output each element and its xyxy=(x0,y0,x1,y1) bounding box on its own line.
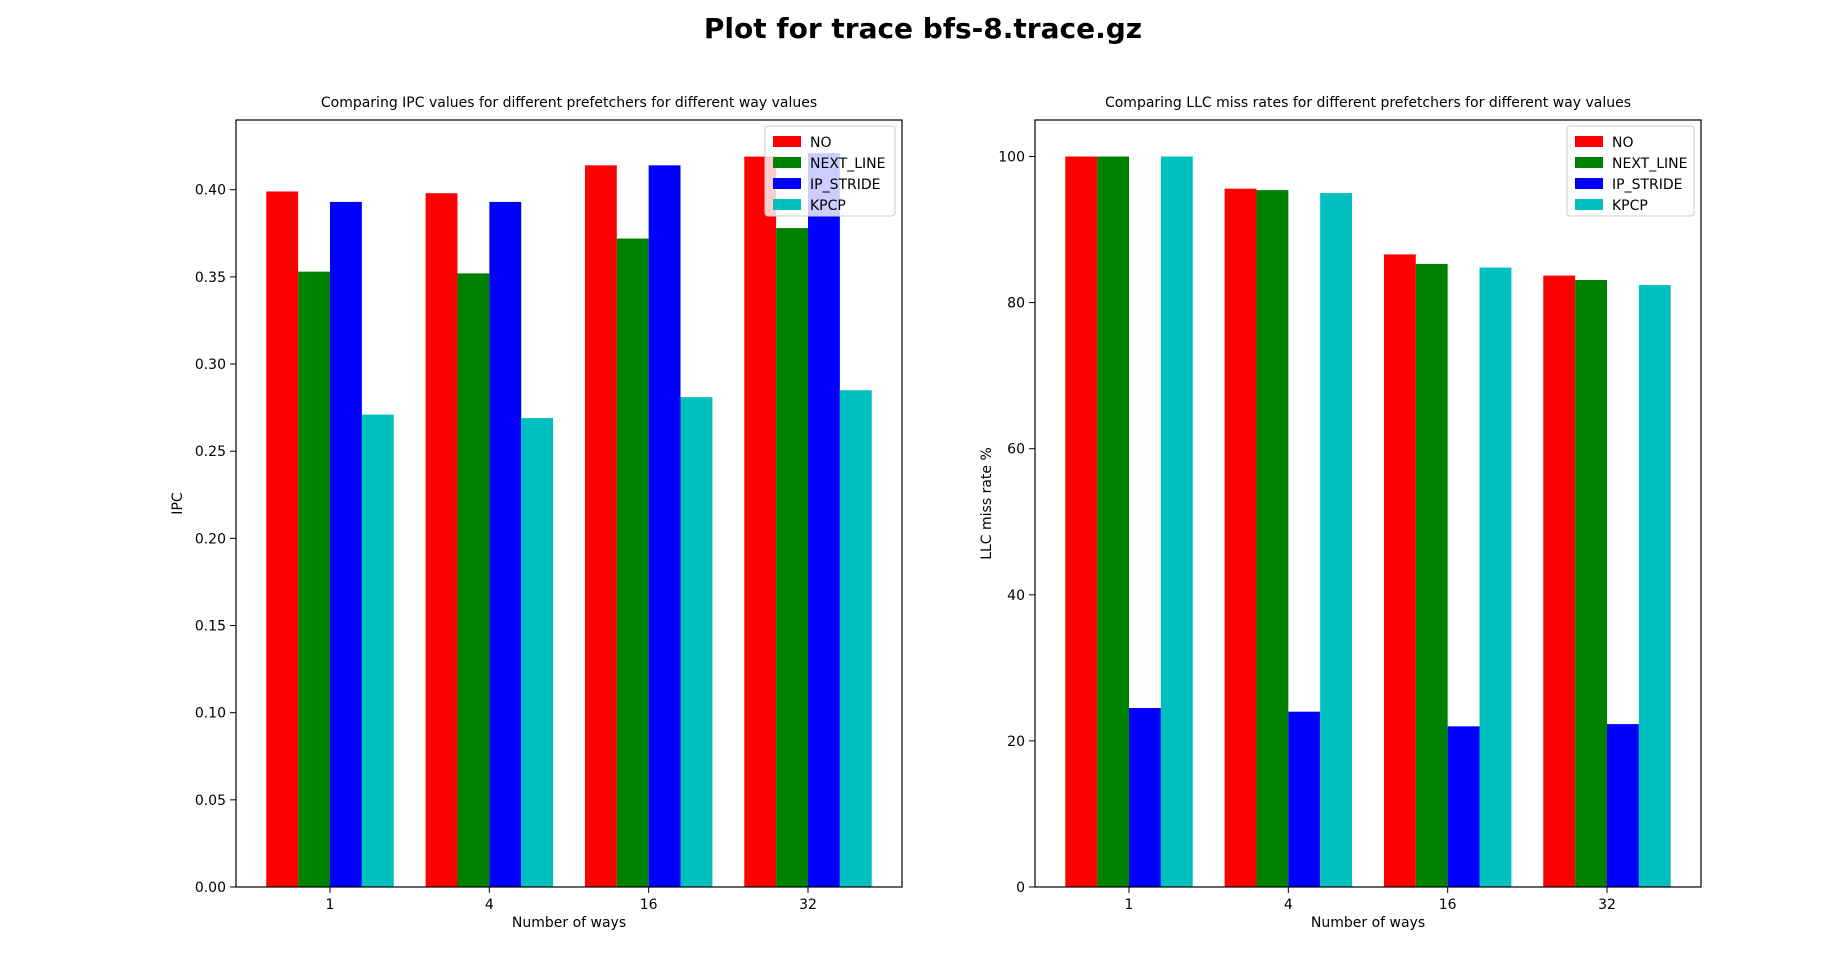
legend: NO NEXT_LINE IP_STRIDE KPCP xyxy=(764,125,896,217)
x-tick-label: 16 xyxy=(1439,897,1457,913)
axes-frame xyxy=(1034,119,1702,888)
legend-box xyxy=(764,125,896,217)
y-tick-label: 0.10 xyxy=(195,706,226,722)
y-tick-label: 0.20 xyxy=(195,531,226,547)
bar-kpcp-32 xyxy=(839,390,872,887)
legend-label: IP_STRIDE xyxy=(810,177,881,193)
x-tick-label: 16 xyxy=(640,897,658,913)
axes-frame xyxy=(235,119,903,888)
chart-title: Comparing IPC values for different prefe… xyxy=(321,95,817,111)
bar-next-line-4 xyxy=(457,273,490,887)
bar-no-4 xyxy=(1224,188,1257,887)
bar-next-line-1 xyxy=(1097,156,1130,887)
bar-ip-stride-32 xyxy=(1606,724,1639,887)
y-tick-label: 0 xyxy=(1016,880,1025,896)
bar-ip-stride-4 xyxy=(1288,711,1321,887)
legend-swatch-kpcp xyxy=(773,199,801,210)
y-tick-label: 0.35 xyxy=(195,270,226,286)
bar-kpcp-4 xyxy=(521,418,554,887)
bar-kpcp-1 xyxy=(361,414,394,887)
legend-swatch-next-line xyxy=(773,157,801,168)
bar-ip-stride-32 xyxy=(807,153,840,887)
bar-no-16 xyxy=(584,165,617,887)
y-tick-label: 0.30 xyxy=(195,357,226,373)
bar-ip-stride-1 xyxy=(330,201,362,887)
bar-next-line-4 xyxy=(1256,190,1289,887)
y-axis-label: IPC xyxy=(170,492,186,515)
bar-kpcp-16 xyxy=(1479,267,1512,888)
bar-kpcp-4 xyxy=(1320,193,1353,888)
y-tick-label: 60 xyxy=(1007,442,1025,458)
legend-swatch-no xyxy=(773,136,801,147)
y-tick-label: 0.40 xyxy=(195,183,226,199)
y-tick-label: 40 xyxy=(1007,588,1025,604)
chart-title: Comparing LLC miss rates for different p… xyxy=(1105,95,1631,111)
chart-panel-llc: Comparing LLC miss rates for different p… xyxy=(979,95,1702,931)
legend-swatch-no xyxy=(1575,136,1603,147)
x-tick-label: 1 xyxy=(1125,897,1134,913)
bar-ip-stride-16 xyxy=(648,165,681,887)
y-tick-label: 0.00 xyxy=(195,880,226,896)
bar-no-4 xyxy=(425,193,458,888)
bar-no-32 xyxy=(1543,275,1576,887)
bar-ip-stride-1 xyxy=(1129,708,1161,887)
x-tick-label: 4 xyxy=(485,897,494,913)
x-axis-label: Number of ways xyxy=(512,915,626,931)
bar-next-line-1 xyxy=(298,271,331,887)
legend-label: NO xyxy=(1612,135,1634,151)
bar-next-line-16 xyxy=(1415,263,1448,887)
bar-kpcp-16 xyxy=(680,397,713,887)
y-tick-label: 0.25 xyxy=(195,444,226,460)
bar-ip-stride-16 xyxy=(1447,726,1480,887)
x-tick-label: 32 xyxy=(799,897,817,913)
bar-no-1 xyxy=(1065,156,1098,887)
x-tick-label: 4 xyxy=(1284,897,1293,913)
x-axis-label: Number of ways xyxy=(1311,915,1425,931)
legend-swatch-next-line xyxy=(1575,157,1603,168)
bar-kpcp-1 xyxy=(1160,156,1193,887)
y-tick-label: 20 xyxy=(1007,734,1025,750)
legend-label: IP_STRIDE xyxy=(1612,177,1683,193)
bar-no-1 xyxy=(266,191,299,887)
legend-swatch-ip-stride xyxy=(773,178,801,189)
y-axis-label: LLC miss rate % xyxy=(979,447,995,560)
legend: NO NEXT_LINE IP_STRIDE KPCP xyxy=(1566,125,1695,217)
legend-swatch-kpcp xyxy=(1575,199,1603,210)
legend-label: NEXT_LINE xyxy=(810,156,885,172)
bar-next-line-32 xyxy=(1575,279,1607,888)
chart-panel-ipc: Comparing IPC values for different prefe… xyxy=(170,95,903,931)
bar-ip-stride-4 xyxy=(489,201,522,887)
figure-title: Plot for trace bfs-8.trace.gz xyxy=(703,12,1143,45)
y-tick-label: 100 xyxy=(998,150,1025,166)
legend-swatch-ip-stride xyxy=(1575,178,1603,189)
bar-kpcp-32 xyxy=(1638,285,1671,887)
legend-label: KPCP xyxy=(1612,198,1648,214)
bar-no-32 xyxy=(744,156,777,887)
y-tick-label: 0.05 xyxy=(195,793,226,809)
legend-box xyxy=(1566,125,1695,217)
bar-next-line-16 xyxy=(616,238,649,887)
x-tick-label: 1 xyxy=(326,897,335,913)
y-tick-label: 0.15 xyxy=(195,619,226,635)
y-tick-label: 80 xyxy=(1007,296,1025,312)
legend-label: NEXT_LINE xyxy=(1612,156,1687,172)
x-tick-label: 32 xyxy=(1598,897,1616,913)
bar-no-16 xyxy=(1383,254,1416,888)
legend-label: NO xyxy=(810,135,832,151)
bar-next-line-32 xyxy=(776,228,808,887)
legend-label: KPCP xyxy=(810,198,846,214)
